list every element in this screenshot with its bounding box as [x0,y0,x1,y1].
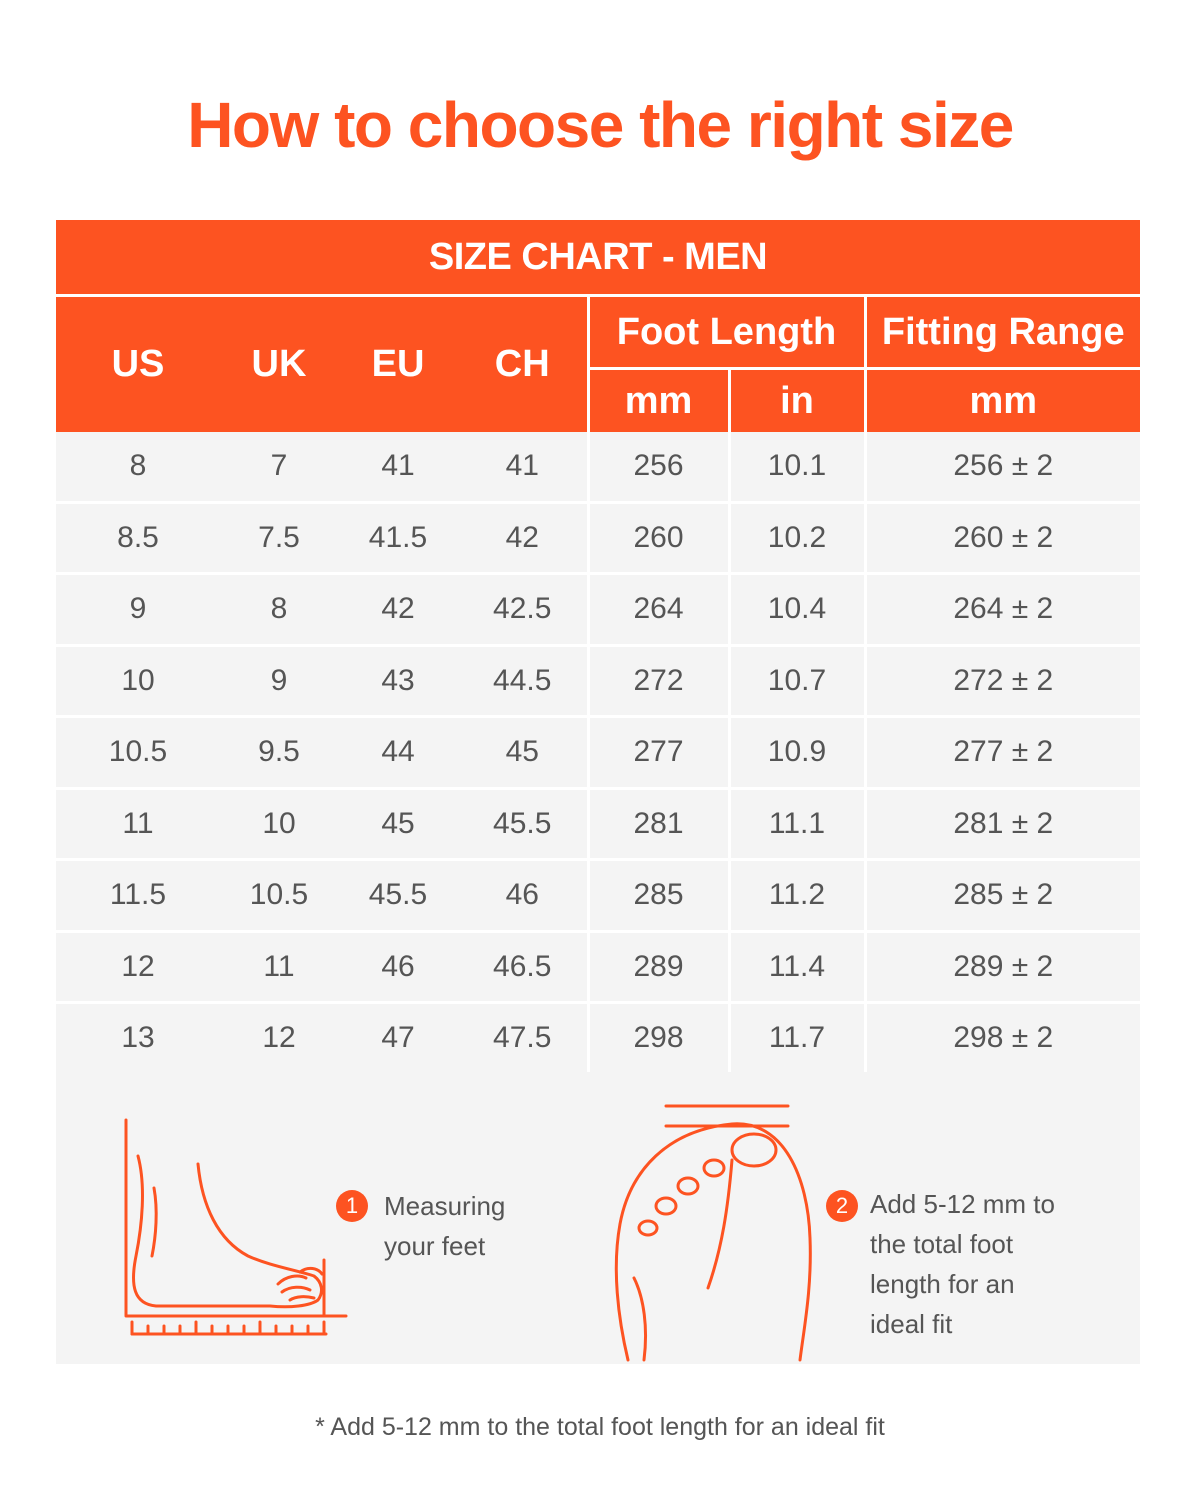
cell-foot-mm: 298 [586,1002,729,1073]
cell-us: 11 [56,788,220,861]
cell-fit-range: 277 ± 2 [863,716,1141,790]
cell-ch: 45 [458,716,588,790]
chart-title: SIZE CHART - MEN [56,220,1141,297]
cell-us: 10 [56,645,220,718]
step-2-line: Add 5-12 mm to [870,1189,1055,1219]
table-row: 12 11 46 46.5 289 11.4 289 ± 2 [56,931,1141,1004]
table-row: 10 9 43 44.5 272 10.7 272 ± 2 [56,645,1141,718]
cell-foot-in: 11.4 [727,931,865,1004]
cell-uk: 10.5 [220,859,338,933]
cell-uk: 7.5 [220,502,338,575]
foot-side-ruler-icon [124,1118,348,1336]
cell-ch: 46 [458,859,588,933]
cell-foot-mm: 264 [586,573,729,647]
measuring-guide-panel: 1 Measuring your feet 2 Add 5-12 mm to t… [56,1072,1140,1364]
cell-uk: 7 [220,432,338,504]
step-1-badge: 1 [336,1190,368,1222]
cell-us: 10.5 [56,716,220,790]
table-row: 11.5 10.5 45.5 46 285 11.2 285 ± 2 [56,859,1141,933]
step-2-line: ideal fit [870,1309,953,1339]
table-row: 11 10 45 45.5 281 11.1 281 ± 2 [56,788,1141,861]
cell-foot-in: 10.7 [727,645,865,718]
cell-foot-in: 11.7 [727,1002,865,1073]
step-2-badge: 2 [826,1190,858,1222]
cell-fit-range: 264 ± 2 [863,573,1141,647]
table-row: 13 12 47 47.5 298 11.7 298 ± 2 [56,1002,1141,1073]
header-foot-length: Foot Length [586,295,865,370]
cell-foot-mm: 256 [586,432,729,504]
cell-us: 12 [56,931,220,1004]
cell-ch: 42.5 [458,573,588,647]
cell-eu: 47 [338,1002,458,1073]
header-eu: EU [338,295,458,432]
cell-ch: 42 [458,502,588,575]
size-chart-table: SIZE CHART - MEN US UK EU CH Foot Length… [56,220,1141,1073]
table-row: 10.5 9.5 44 45 277 10.9 277 ± 2 [56,716,1141,790]
step-2-line: the total foot [870,1229,1014,1259]
cell-foot-mm: 272 [586,645,729,718]
cell-us: 8.5 [56,502,220,575]
cell-ch: 47.5 [458,1002,588,1073]
cell-us: 8 [56,432,220,504]
cell-eu: 41 [338,432,458,504]
cell-ch: 44.5 [458,645,588,718]
header-foot-mm: mm [586,368,729,432]
cell-eu: 43 [338,645,458,718]
step-1-text: Measuring your feet [384,1186,505,1266]
cell-ch: 46.5 [458,931,588,1004]
cell-foot-in: 10.4 [727,573,865,647]
cell-fit-range: 256 ± 2 [863,432,1141,504]
cell-eu: 46 [338,931,458,1004]
header-ch: CH [458,295,588,432]
cell-uk: 12 [220,1002,338,1073]
cell-foot-mm: 285 [586,859,729,933]
step-1-line: your feet [384,1231,486,1261]
header-fitting-range: Fitting Range [863,295,1141,370]
cell-us: 13 [56,1002,220,1073]
cell-foot-mm: 281 [586,788,729,861]
cell-fit-range: 272 ± 2 [863,645,1141,718]
cell-fit-range: 289 ± 2 [863,931,1141,1004]
cell-foot-in: 10.9 [727,716,865,790]
footnote: * Add 5-12 mm to the total foot length f… [315,1413,885,1441]
cell-uk: 9.5 [220,716,338,790]
cell-fit-range: 298 ± 2 [863,1002,1141,1073]
cell-fit-range: 285 ± 2 [863,859,1141,933]
table-row: 9 8 42 42.5 264 10.4 264 ± 2 [56,573,1141,647]
cell-eu: 44 [338,716,458,790]
cell-us: 11.5 [56,859,220,933]
cell-foot-in: 10.1 [727,432,865,504]
header-uk: UK [220,295,338,432]
cell-foot-in: 10.2 [727,502,865,575]
cell-uk: 11 [220,931,338,1004]
step-2-text: Add 5-12 mm to the total foot length for… [870,1184,1055,1344]
cell-eu: 42 [338,573,458,647]
cell-foot-mm: 260 [586,502,729,575]
cell-uk: 8 [220,573,338,647]
step-1-line: Measuring [384,1191,506,1221]
cell-foot-mm: 289 [586,931,729,1004]
cell-foot-in: 11.2 [727,859,865,933]
foot-top-icon [614,1104,812,1362]
cell-foot-mm: 277 [586,716,729,790]
cell-eu: 41.5 [338,502,458,575]
cell-uk: 9 [220,645,338,718]
cell-ch: 45.5 [458,788,588,861]
cell-uk: 10 [220,788,338,861]
cell-fit-range: 260 ± 2 [863,502,1141,575]
cell-ch: 41 [458,432,588,504]
page-title: How to choose the right size [187,89,1014,161]
header-fit-mm: mm [863,368,1141,432]
table-row: 8 7 41 41 256 10.1 256 ± 2 [56,432,1141,504]
header-us: US [56,295,220,432]
cell-eu: 45.5 [338,859,458,933]
cell-foot-in: 11.1 [727,788,865,861]
table-row: 8.5 7.5 41.5 42 260 10.2 260 ± 2 [56,502,1141,575]
cell-fit-range: 281 ± 2 [863,788,1141,861]
cell-eu: 45 [338,788,458,861]
header-foot-in: in [727,368,865,432]
step-2-line: length for an [870,1269,1015,1299]
cell-us: 9 [56,573,220,647]
